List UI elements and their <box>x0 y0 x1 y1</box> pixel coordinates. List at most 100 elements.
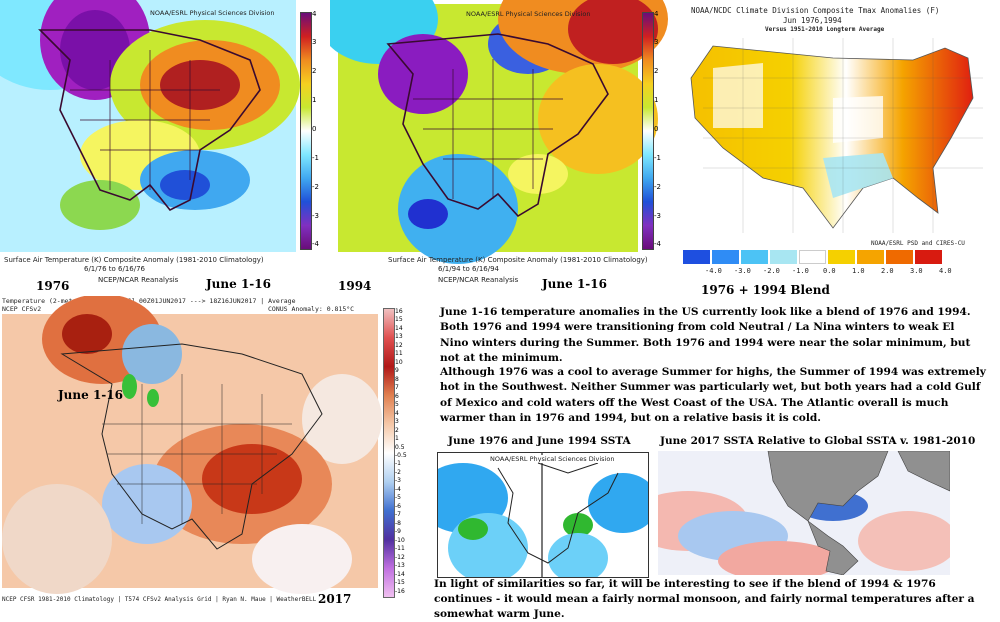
coastline-overlay <box>386 33 609 218</box>
colorbar-tick: -2 <box>395 468 401 476</box>
colorbar-tick: -4 <box>312 240 319 248</box>
colorbar-tick: 2 <box>395 426 399 434</box>
colorbar-tick: 1 <box>395 435 399 443</box>
colorbar-tick: -1 <box>654 154 661 162</box>
legend-label: 2.0 <box>881 267 894 275</box>
anomaly-map-1976: NOAA/ESRL Physical Sciences Division <box>0 0 300 252</box>
colorbar-tick: 1 <box>654 96 659 104</box>
colorbar-tick: -4 <box>395 485 401 493</box>
colorbar-tick: 12 <box>395 341 403 349</box>
colorbar-tick: 16 <box>395 308 403 315</box>
colorbar-tick: -1 <box>395 460 401 468</box>
colorbar-tick: 4 <box>654 10 659 18</box>
colorbar-tick: 3 <box>654 38 659 46</box>
colorbar-tick: -4 <box>654 240 661 248</box>
colorbar-tick: -3 <box>312 212 319 220</box>
blend-label: 1976 + 1994 Blend <box>701 283 830 297</box>
colorbar-tick: 1 <box>312 96 317 104</box>
colorbar-tick: 11 <box>395 350 403 358</box>
colorbar-tick: 0 <box>654 125 659 133</box>
blend-title: NOAA/NCDC Climate Division Composite Tma… <box>691 6 940 15</box>
colorbar-tick: 2 <box>312 67 317 75</box>
cfs-conus-anomaly: CONUS Anomaly: 0.815°C <box>268 305 355 313</box>
map-caption-dates: 6/1/94 to 6/16/94 <box>438 265 499 273</box>
colorbar-tick: -15 <box>395 579 405 587</box>
colorbar-tick: -2 <box>312 183 319 191</box>
sst-right-map <box>658 451 950 575</box>
period-label: June 1-16 <box>58 388 123 402</box>
legend-label: -1.0 <box>792 267 809 275</box>
blend-title-period: Jun 1976,1994 <box>783 16 842 25</box>
blend-us-map <box>683 38 983 233</box>
colorbar-tick: -7 <box>395 511 401 519</box>
us-map-shape <box>690 38 983 233</box>
legend-label: -3.0 <box>734 267 751 275</box>
blend-legend: -4.0 -3.0 -2.0 -1.0 0.0 1.0 2.0 3.0 4.0 <box>683 250 963 276</box>
map-caption-source: NCEP/NCAR Reanalysis <box>438 276 519 284</box>
colorbar-tick: 3 <box>312 38 317 46</box>
colorbar-tick: -10 <box>395 536 405 544</box>
sst-right-label: June 2017 SSTA Relative to Global SSTA v… <box>660 435 976 447</box>
period-label: June 1-16 <box>542 277 607 291</box>
paragraph-1: June 1-16 temperature anomalies in the U… <box>440 306 971 365</box>
colorbar-1994: 4 3 2 1 0 -1 -2 -3 -4 <box>642 10 668 250</box>
sst-left-label: June 1976 and June 1994 SSTA <box>448 435 631 447</box>
colorbar-2017: 16 15 14 13 12 11 10 9 8 7 6 5 4 3 2 1 0.5 -0.5 -1 -2 -3 -4 -5… <box>383 308 423 598</box>
colorbar-tick: 15 <box>395 316 403 324</box>
colorbar-tick: -14 <box>395 570 405 578</box>
colorbar-tick: 14 <box>395 324 403 332</box>
sst-left-header: NOAA/ESRL Physical Sciences Division <box>490 455 615 463</box>
legend-label: -4.0 <box>705 267 722 275</box>
sst-left-map: NOAA/ESRL Physical Sciences Division <box>437 452 649 578</box>
map-header: NOAA/ESRL Physical Sciences Division <box>150 9 275 17</box>
colorbar-tick: -5 <box>395 494 401 502</box>
map-caption: Surface Air Temperature (K) Composite An… <box>388 256 648 264</box>
colorbar-tick: 7 <box>395 384 399 392</box>
map-caption-dates: 6/1/76 to 6/16/76 <box>84 265 145 273</box>
colorbar-tick: -8 <box>395 519 401 527</box>
colorbar-1976: 4 3 2 1 0 -1 -2 -3 -4 <box>300 10 326 250</box>
map-header: NOAA/ESRL Physical Sciences Division <box>466 10 591 18</box>
land-overlay <box>767 451 950 575</box>
anomaly-map-2017: June 1-16 <box>2 296 382 594</box>
panel-blend: NOAA/NCDC Climate Division Composite Tma… <box>675 0 1000 300</box>
blend-title-baseline: Versus 1951-2010 Longterm Average <box>765 26 885 33</box>
colorbar-tick: -6 <box>395 502 401 510</box>
colorbar-tick: -9 <box>395 528 401 536</box>
year-label: 1976 <box>36 279 70 293</box>
legend-label: 0.0 <box>823 267 836 275</box>
colorbar-tick: -12 <box>395 553 405 561</box>
colorbar-tick: 5 <box>395 401 399 409</box>
legend-label: 3.0 <box>910 267 923 275</box>
colorbar-tick: 9 <box>395 367 399 375</box>
colorbar-tick: -3 <box>654 212 661 220</box>
colorbar-tick: 8 <box>395 375 399 383</box>
cfs-model: NCEP CFSv2 <box>2 305 42 313</box>
panel-2017: Temperature (2-meter) Anomaly [°C] 00Z01… <box>0 296 430 609</box>
legend-label: -2.0 <box>763 267 780 275</box>
legend-label: 1.0 <box>852 267 865 275</box>
anomaly-map-1994: NOAA/ESRL Physical Sciences Division <box>330 0 668 264</box>
year-label: 1994 <box>338 279 372 293</box>
colorbar-tick: 3 <box>395 418 399 426</box>
paragraph-3: In light of similarities so far, it will… <box>434 578 975 620</box>
blend-credit: NOAA/ESRL PSD and CIRES-CU <box>871 240 965 247</box>
colorbar-tick: -1 <box>312 154 319 162</box>
colorbar-tick: 6 <box>395 392 399 400</box>
colorbar-tick: 10 <box>395 358 403 366</box>
colorbar-tick: -3 <box>395 477 401 485</box>
panel-1994: NOAA/ESRL Physical Sciences Division 4 3… <box>330 0 675 296</box>
period-label: June 1-16 <box>206 277 271 291</box>
colorbar-tick: -16 <box>395 587 405 595</box>
panel-1976: NOAA/ESRL Physical Sciences Division 4 3… <box>0 0 330 296</box>
legend-label: 4.0 <box>939 267 952 275</box>
coastline-overlay <box>38 29 261 212</box>
colorbar-tick: -11 <box>395 545 405 553</box>
colorbar-tick: 4 <box>312 10 317 18</box>
colorbar-tick: -13 <box>395 562 405 570</box>
colorbar-tick: -0.5 <box>395 452 407 459</box>
cfs-header: Temperature (2-meter) Anomaly [°C] 00Z01… <box>2 297 296 305</box>
colorbar-tick: 0 <box>312 125 317 133</box>
cfs-footer: NCEP CFSR 1981-2010 Climatology | T574 C… <box>2 596 317 603</box>
colorbar-tick: 0.5 <box>395 443 405 451</box>
